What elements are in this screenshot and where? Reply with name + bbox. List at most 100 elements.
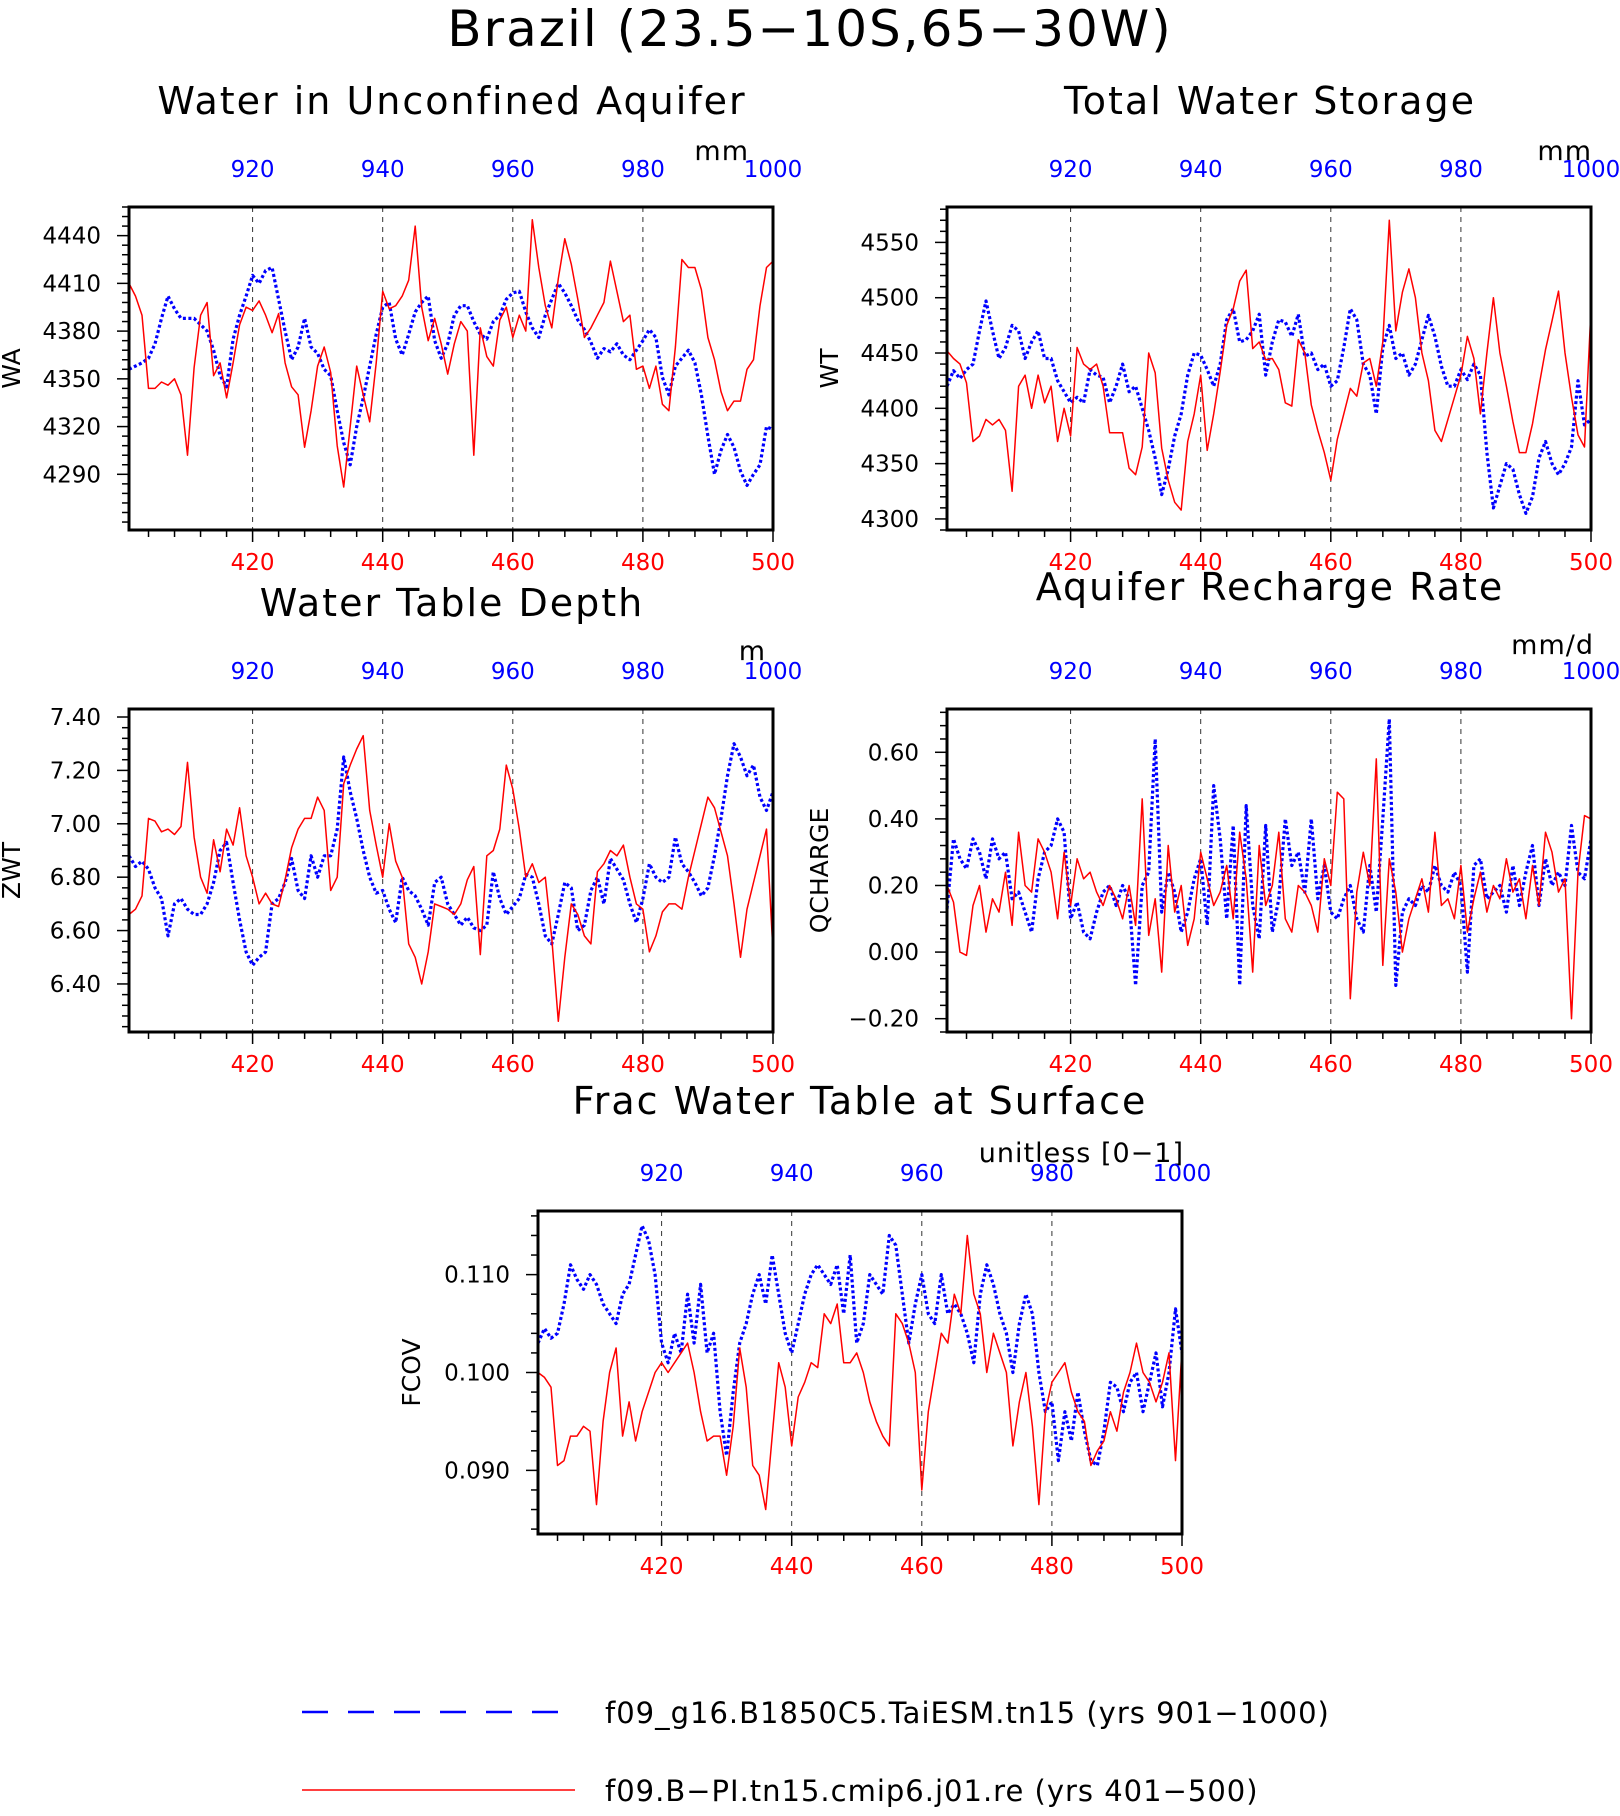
x-tick-label-top: 940 xyxy=(361,659,405,685)
x-tick-label-top: 980 xyxy=(1439,659,1483,685)
y-tick-label: 7.20 xyxy=(50,758,101,784)
x-tick-label-bottom: 500 xyxy=(1569,1052,1613,1078)
series-line-model-a xyxy=(945,299,1593,515)
y-tick-label: 4410 xyxy=(42,271,101,297)
series-line-model-a xyxy=(536,1224,1184,1468)
x-tick-label-bottom: 500 xyxy=(751,550,795,576)
y-tick-label: 4500 xyxy=(860,286,919,312)
x-tick-label-bottom: 480 xyxy=(621,1052,665,1078)
unit-label: mm xyxy=(1537,136,1592,167)
x-tick-label-bottom: 420 xyxy=(231,550,275,576)
y-axis-label: FCOV xyxy=(397,1338,426,1406)
y-axis: 0.090 0.100 0.110 xyxy=(444,1215,538,1530)
legend-label-model-a: f09_g16.B1850C5.TaiESM.tn15 (yrs 901−100… xyxy=(605,1696,1330,1730)
panel-title: Water in Unconfined Aquifer xyxy=(157,79,746,123)
legend: f09_g16.B1850C5.TaiESM.tn15 (yrs 901−100… xyxy=(302,1696,1330,1808)
legend-label-model-b: f09.B−PI.tn15.cmip6.j01.re (yrs 401−500) xyxy=(605,1774,1259,1808)
x-tick-label-top: 960 xyxy=(900,1161,944,1187)
series-line-model-b xyxy=(537,1234,1183,1511)
x-tick-label-bottom: 460 xyxy=(1309,1052,1353,1078)
y-axis-label: ZWT xyxy=(0,841,26,899)
y-tick-label: 6.60 xyxy=(50,919,101,945)
panel-title: Water Table Depth xyxy=(260,581,645,625)
x-tick-label-top: 960 xyxy=(1309,659,1353,685)
x-tick-label-top: 1000 xyxy=(744,157,803,183)
y-tick-label: 0.00 xyxy=(868,940,919,966)
top-axis: 920 940 960 980 1000 xyxy=(231,157,803,183)
x-tick-label-bottom: 460 xyxy=(1309,550,1353,576)
x-tick-label-bottom: 440 xyxy=(770,1554,814,1580)
y-tick-label: 4550 xyxy=(860,230,919,256)
x-tick-label-top: 980 xyxy=(1030,1161,1074,1187)
series-line-model-b xyxy=(946,758,1592,1020)
x-tick-label-bottom: 480 xyxy=(1030,1554,1074,1580)
bottom-axis: 420 440 460 480 500 xyxy=(965,530,1613,576)
y-tick-label: 4380 xyxy=(42,319,101,345)
x-tick-label-top: 980 xyxy=(1439,157,1483,183)
x-tick-label-top: 1000 xyxy=(1153,1161,1212,1187)
unit-label: unitless [0−1] xyxy=(979,1138,1184,1169)
x-tick-label-bottom: 500 xyxy=(1569,550,1613,576)
y-tick-label: 0.40 xyxy=(868,807,919,833)
x-tick-label-bottom: 500 xyxy=(1160,1554,1204,1580)
y-tick-label: 6.80 xyxy=(50,865,101,891)
y-tick-label: 7.00 xyxy=(50,812,101,838)
series-line-model-a xyxy=(127,742,775,967)
x-tick-label-bottom: 420 xyxy=(1049,1052,1093,1078)
y-axis: 6.40 6.60 6.80 7.00 7.20 7.40 xyxy=(50,705,129,1028)
series-line-model-b xyxy=(128,734,774,1023)
x-tick-label-bottom: 440 xyxy=(361,1052,405,1078)
y-axis: −0.20 0.00 0.20 0.40 0.60 xyxy=(849,711,947,1033)
y-tick-label: 4320 xyxy=(42,415,101,441)
unit-label: mm/d xyxy=(1511,630,1594,661)
plot-frame xyxy=(945,707,1593,1034)
y-axis-label: WA xyxy=(0,348,26,388)
y-tick-label: 4350 xyxy=(42,367,101,393)
x-tick-label-top: 920 xyxy=(231,659,275,685)
top-axis: 920 940 960 980 1000 xyxy=(1049,157,1620,183)
panel-title: Frac Water Table at Surface xyxy=(573,1079,1148,1123)
x-tick-label-top: 920 xyxy=(1049,157,1093,183)
x-tick-label-bottom: 440 xyxy=(1179,1052,1223,1078)
x-tick-label-top: 1000 xyxy=(744,659,803,685)
panels: Water in Unconfined Aquifer mm 420 440 460 48… xyxy=(0,79,1620,1580)
bottom-axis: 420 440 460 480 500 xyxy=(965,1032,1613,1078)
plot-frame xyxy=(127,205,775,532)
series-line-model-a xyxy=(945,717,1593,987)
x-tick-label-top: 1000 xyxy=(1562,157,1620,183)
x-tick-label-top: 940 xyxy=(1179,157,1223,183)
x-tick-label-top: 920 xyxy=(231,157,275,183)
x-tick-label-top: 940 xyxy=(1179,659,1223,685)
top-axis: 920 940 960 980 1000 xyxy=(231,659,803,685)
grid-lines xyxy=(1070,709,1462,1032)
x-tick-label-bottom: 460 xyxy=(491,550,535,576)
x-tick-label-bottom: 460 xyxy=(491,1052,535,1078)
y-axis-label: WT xyxy=(815,348,844,389)
x-tick-label-top: 960 xyxy=(491,157,535,183)
bottom-axis: 420 440 460 480 500 xyxy=(556,1534,1204,1580)
unit-label: m xyxy=(739,636,766,667)
y-tick-label: 0.20 xyxy=(868,873,919,899)
panel-title: Total Water Storage xyxy=(1063,79,1476,123)
x-tick-label-bottom: 460 xyxy=(900,1554,944,1580)
grid-lines xyxy=(661,1211,1053,1534)
unit-label: mm xyxy=(694,136,749,167)
y-tick-label: 4400 xyxy=(860,396,919,422)
figure-title: Brazil (23.5−10S,65−30W) xyxy=(447,0,1173,58)
y-axis-label: QCHARGE xyxy=(805,808,834,934)
x-tick-label-top: 980 xyxy=(621,157,665,183)
series-line-model-b xyxy=(128,218,774,488)
y-tick-label: 0.090 xyxy=(444,1458,510,1484)
top-axis: 920 940 960 980 1000 xyxy=(640,1161,1212,1187)
y-tick-label: 4300 xyxy=(860,507,919,533)
plot-frame xyxy=(945,205,1593,532)
x-tick-label-top: 960 xyxy=(491,659,535,685)
top-axis: 920 940 960 980 1000 xyxy=(1049,659,1620,685)
y-tick-label: 7.40 xyxy=(50,705,101,731)
panel-title: Aquifer Recharge Rate xyxy=(1036,565,1505,609)
x-tick-label-bottom: 420 xyxy=(1049,550,1093,576)
bottom-axis: 420 440 460 480 500 xyxy=(147,1032,795,1078)
plot-frame xyxy=(536,1209,1184,1536)
